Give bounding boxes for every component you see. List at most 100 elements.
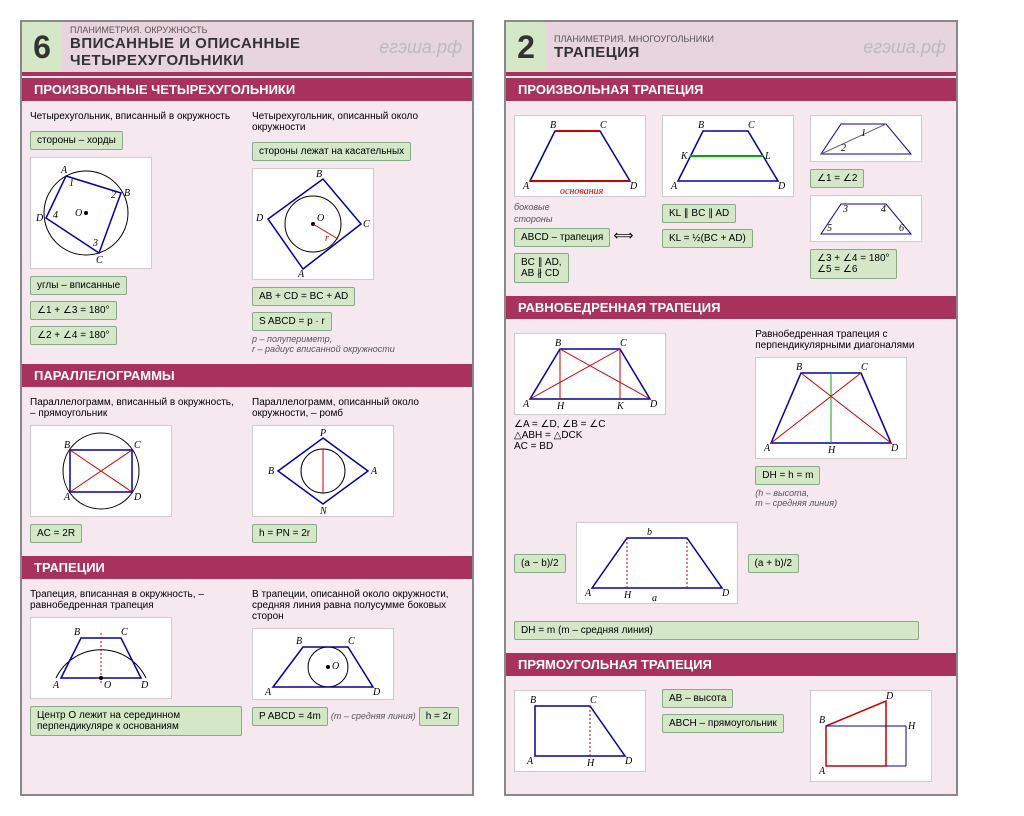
svg-text:A: A [526, 756, 534, 767]
svg-text:A: A [52, 680, 60, 691]
svg-text:A: A [584, 588, 592, 599]
watermark: егэша.рф [379, 37, 462, 58]
f-parallel: BC ∥ AD, AB ∦ CD [514, 253, 569, 283]
svg-text:P: P [319, 428, 326, 439]
section-iso-trap: РАВНОБЕДРЕННАЯ ТРАПЕЦИЯ [506, 296, 956, 319]
svg-text:A: A [818, 766, 826, 777]
svg-text:A: A [60, 165, 68, 176]
para-out-desc: Параллелограмм, описанный около окружнос… [252, 397, 464, 419]
svg-text:O: O [332, 661, 339, 672]
inscribed-desc: Четырехугольник, вписанный в окружность [30, 111, 242, 122]
svg-text:4: 4 [53, 210, 58, 221]
section-rect-trap: ПРЯМОУГОЛЬНАЯ ТРАПЕЦИЯ [506, 653, 956, 676]
trap-in-circle: O ABCD [30, 617, 172, 699]
svg-text:H: H [827, 445, 836, 456]
circum-quad-diagram: O r ABCD [252, 168, 374, 280]
formula-sides: AB + CD = BC + AD [252, 287, 355, 306]
svg-text:C: C [600, 120, 607, 131]
header-left: 6 ПЛАНИМЕТРИЯ. ОКРУЖНОСТЬ ВПИСАННЫЕ И ОП… [22, 22, 472, 72]
f-a3456: ∠3 + ∠4 = 180° ∠5 = ∠6 [810, 249, 897, 279]
svg-text:O: O [104, 680, 111, 691]
svg-text:b: b [647, 527, 652, 538]
rhombus-circle: PANB [252, 425, 394, 517]
svg-text:B: B [698, 120, 704, 131]
inscribed-quad-diagram: O ABCD 12 34 [30, 157, 152, 269]
note-m: (m – средняя линия) [331, 711, 416, 721]
formula-p4m: P ABCD = 4m [252, 707, 328, 726]
para-in-desc: Параллелограмм, вписанный в окружность, … [30, 397, 242, 419]
f-ab-height: AB – высота [662, 689, 733, 708]
svg-text:D: D [133, 492, 142, 503]
svg-text:B: B [296, 636, 302, 647]
f-abcd-trap: ABCD – трапеция [514, 228, 610, 247]
svg-text:A: A [522, 399, 530, 410]
svg-text:4: 4 [881, 204, 886, 215]
section-arb-trap: ПРОИЗВОЛЬНАЯ ТРАПЕЦИЯ [506, 78, 956, 101]
svg-text:D: D [721, 588, 730, 599]
page-num-left: 6 [22, 22, 62, 72]
svg-text:C: C [363, 219, 370, 230]
svg-text:D: D [885, 691, 894, 702]
card-left: 6 ПЛАНИМЕТРИЯ. ОКРУЖНОСТЬ ВПИСАННЫЕ И ОП… [20, 20, 474, 796]
trap-angles2: 53 46 [810, 195, 922, 242]
svg-text:основания: основания [560, 186, 604, 197]
svg-text:A: A [297, 269, 305, 280]
svg-text:B: B [550, 120, 556, 131]
svg-text:D: D [255, 213, 264, 224]
svg-text:K: K [616, 401, 625, 412]
iso-trap-h: ba AHD [576, 522, 738, 604]
svg-text:C: C [134, 440, 141, 451]
rect-trap: ABCD H [514, 690, 646, 772]
formula-angles: углы – вписанные [30, 276, 127, 295]
f-ab2p: (a + b)/2 [748, 554, 800, 573]
svg-text:D: D [649, 399, 658, 410]
svg-text:C: C [861, 362, 868, 373]
svg-text:1: 1 [69, 178, 74, 189]
svg-text:H: H [907, 721, 916, 732]
svg-text:6: 6 [899, 223, 904, 234]
svg-text:K: K [680, 151, 689, 162]
f-dhmid: DH = m (m – средняя линия) [514, 621, 919, 640]
section-quads: ПРОИЗВОЛЬНЫЕ ЧЕТЫРЕХУГОЛЬНИКИ [22, 78, 472, 101]
trap-basic: ABCD основания [514, 115, 646, 197]
svg-text:B: B [74, 627, 80, 638]
svg-text:2: 2 [841, 143, 846, 154]
svg-text:B: B [268, 466, 274, 477]
svg-text:A: A [264, 687, 272, 698]
iso-trap: ABCD HK [514, 333, 666, 415]
trap-out-desc: В трапеции, описанной около окружности, … [252, 589, 464, 622]
svg-text:C: C [590, 695, 597, 706]
f-dhm: DH = h = m [755, 466, 820, 485]
section-para: ПАРАЛЛЕЛОГРАММЫ [22, 364, 472, 387]
svg-text:C: C [121, 627, 128, 638]
svg-text:C: C [620, 338, 627, 349]
svg-text:A: A [370, 466, 378, 477]
svg-text:D: D [35, 213, 44, 224]
svg-text:H: H [623, 590, 632, 601]
trap-angles1: 12 [810, 115, 922, 162]
formula-center: Центр O лежит на серединном перпендикуля… [30, 706, 242, 736]
svg-text:L: L [764, 151, 771, 162]
svg-text:O: O [317, 213, 324, 224]
formula-chords: стороны – хорды [30, 131, 123, 150]
note-hm: (h – высота, m – средняя линия) [755, 488, 948, 508]
svg-text:5: 5 [827, 223, 832, 234]
trap-midline: ABCD KL [662, 115, 794, 197]
svg-text:C: C [748, 120, 755, 131]
svg-text:r: r [325, 233, 329, 244]
formula-hpn: h = PN = 2r [252, 524, 317, 543]
f-ab2: (a − b)/2 [514, 554, 566, 573]
svg-text:H: H [556, 401, 565, 412]
f-abch-rect: ABCH – прямоугольник [662, 714, 784, 733]
svg-text:B: B [819, 715, 825, 726]
trap-out-circle: O ABCD [252, 628, 394, 700]
svg-text:D: D [890, 443, 899, 454]
note-pr: p – полупериметр, r – радиус вписанной о… [252, 334, 464, 354]
svg-text:2: 2 [111, 190, 116, 201]
subtitle-left: ПЛАНИМЕТРИЯ. ОКРУЖНОСТЬ [70, 25, 472, 35]
svg-text:D: D [629, 181, 638, 192]
svg-text:B: B [796, 362, 802, 373]
svg-text:A: A [670, 181, 678, 192]
f-a12: ∠1 = ∠2 [810, 169, 864, 188]
perp-diag-trap: ABCD H [755, 357, 907, 459]
